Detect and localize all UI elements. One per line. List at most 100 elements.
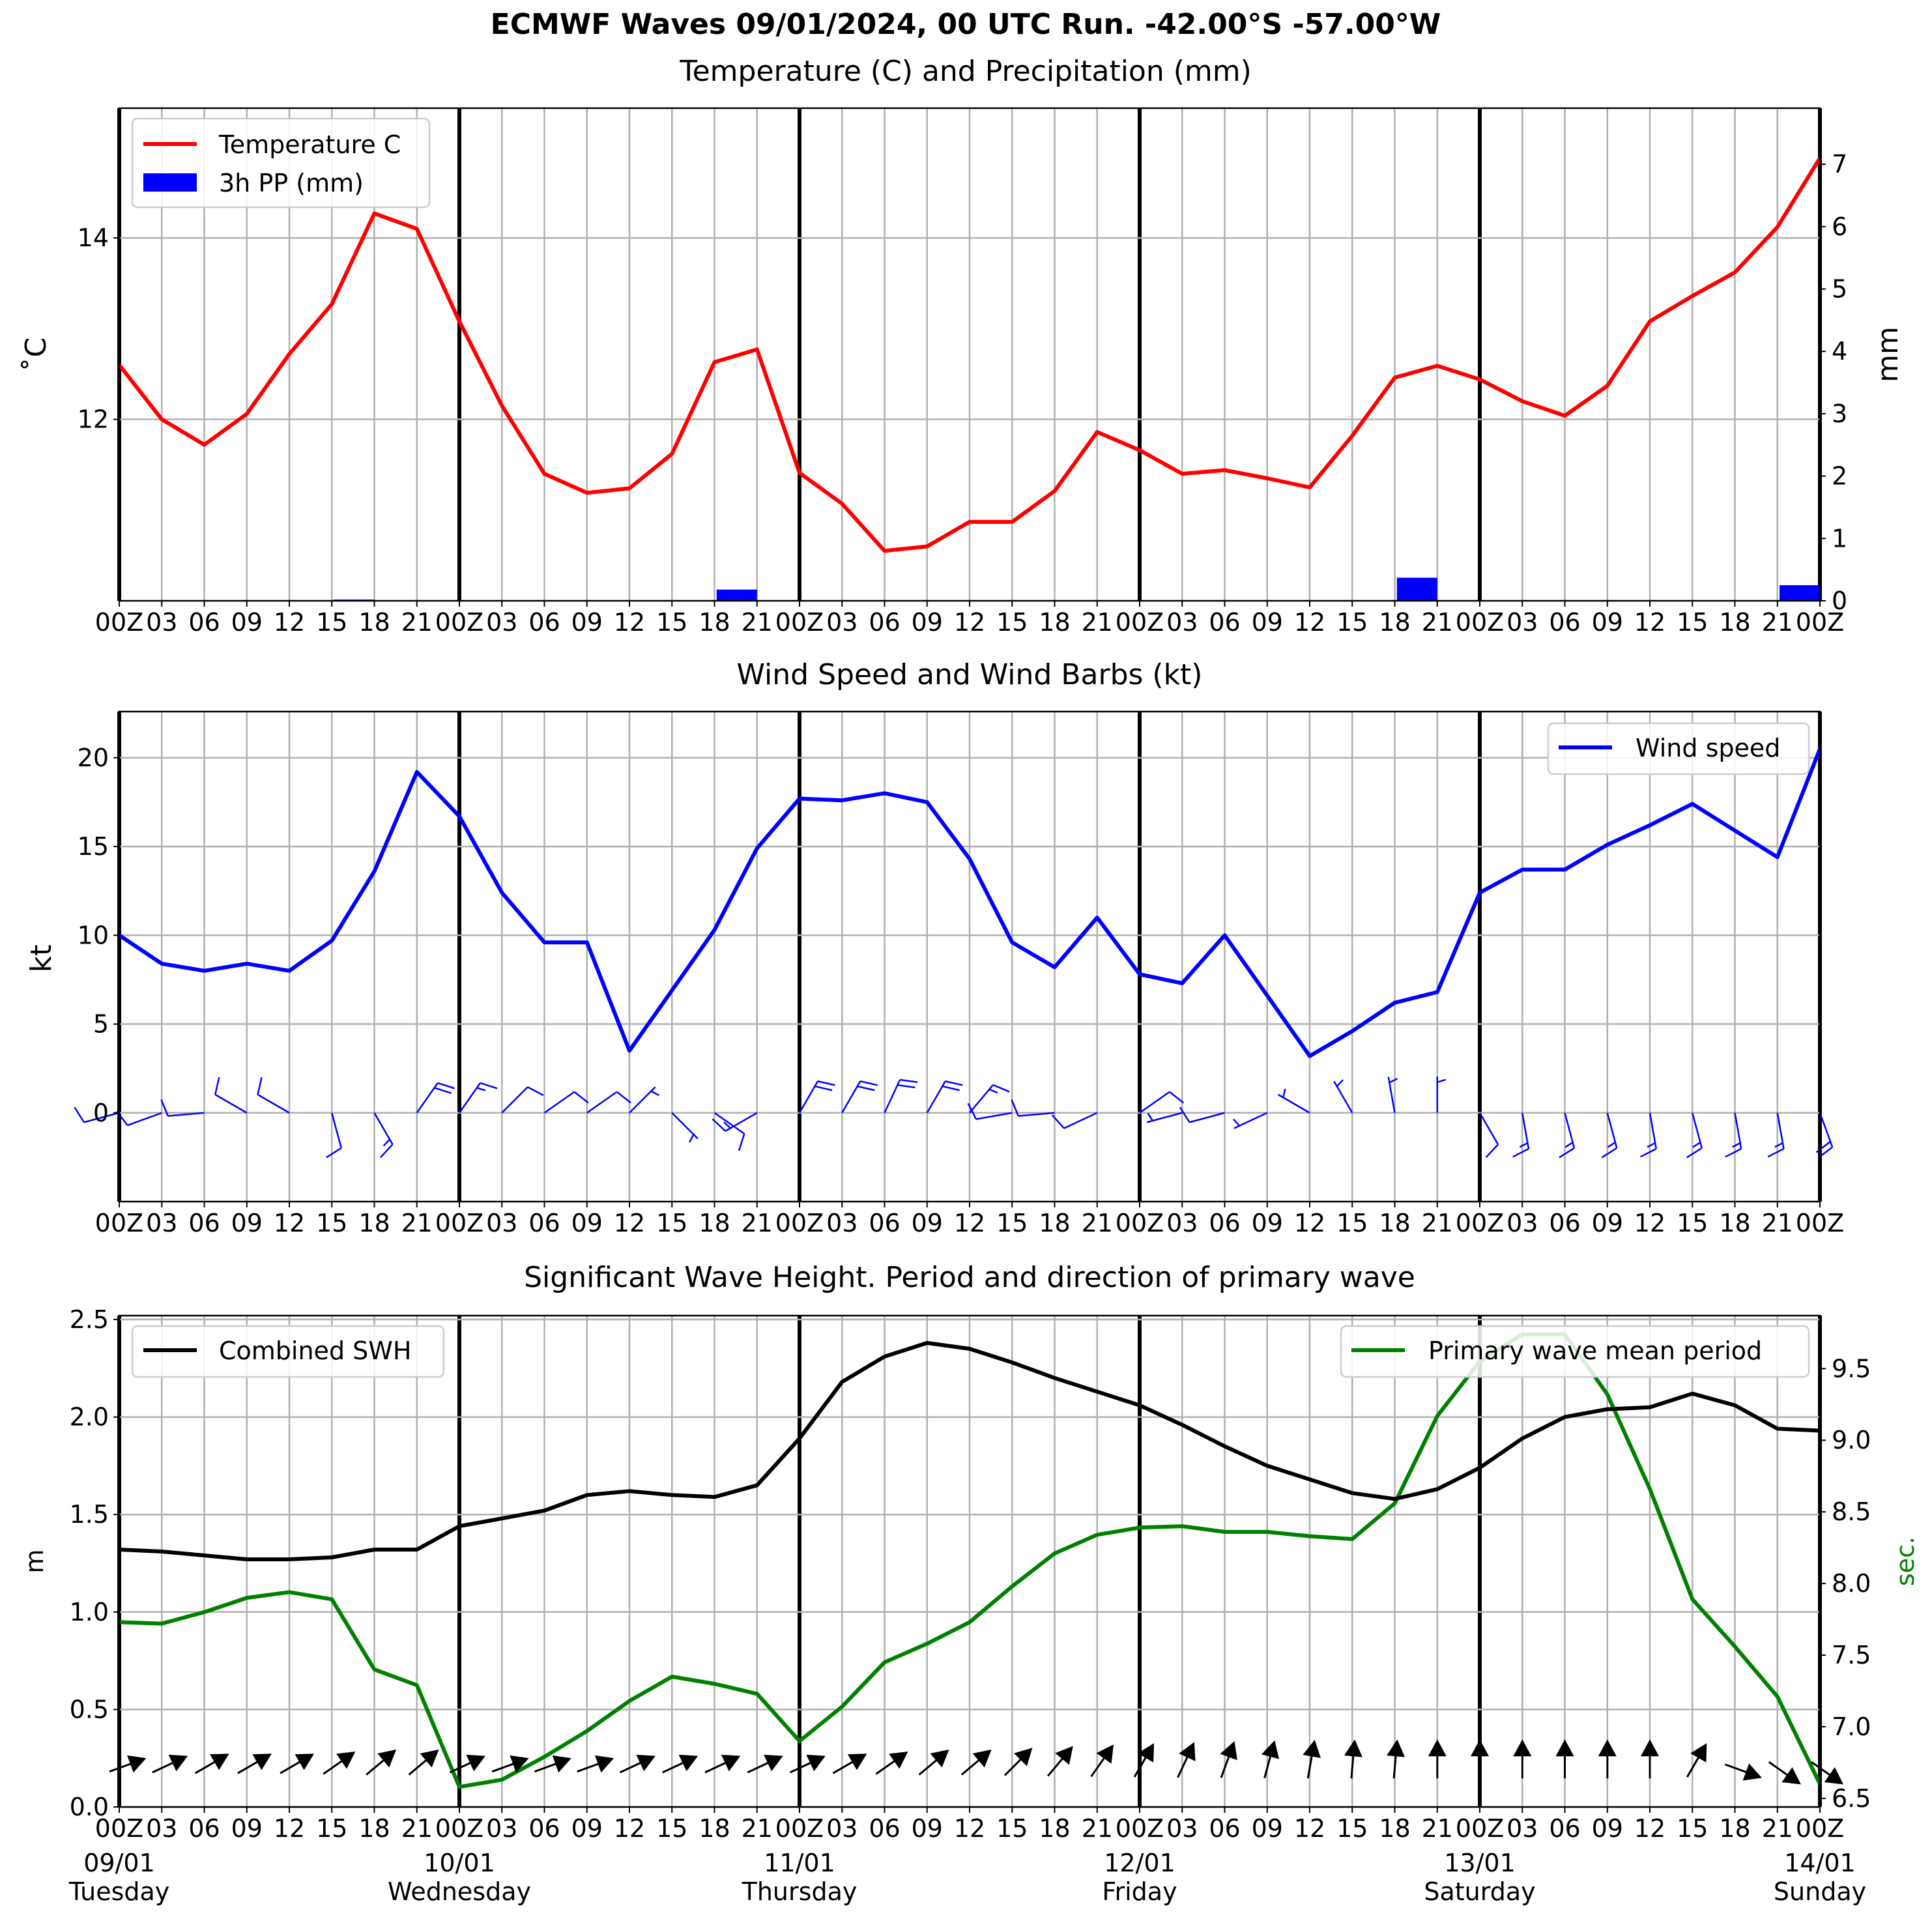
y-tick-label: 0.5 <box>70 1695 109 1724</box>
wind-barb <box>969 1084 1010 1114</box>
wave-arrow-head <box>552 1755 571 1773</box>
wind-barb <box>1387 1076 1398 1113</box>
wave-arrow <box>1090 1744 1114 1778</box>
x-tick-label: 09 <box>571 1209 603 1237</box>
x-tick-label: 12 <box>1294 1209 1325 1237</box>
x-tick-label: 00Z <box>1116 608 1164 637</box>
barb-half <box>1564 1142 1574 1148</box>
x-tick-label: 06 <box>528 1209 560 1237</box>
barb-staff <box>416 1082 439 1114</box>
barb-flag <box>1051 1114 1065 1129</box>
x-tick-label: 09 <box>1252 1209 1283 1237</box>
wind-barbs <box>74 1076 1834 1159</box>
precip-yticks: 0 1 2 3 4 5 6 7 <box>1820 150 1847 615</box>
x-tick-label: 21 <box>1762 1814 1793 1843</box>
x-tick-label: 00Z <box>435 608 483 637</box>
wind-barb <box>1233 1112 1268 1129</box>
wave-arrow <box>1471 1739 1489 1779</box>
wave-arrow <box>1724 1763 1762 1781</box>
x-tick-label: 21 <box>1422 1209 1453 1237</box>
wave-arrow <box>323 1751 356 1775</box>
barb-staff <box>671 1112 699 1140</box>
wave-arrow-head <box>1598 1739 1617 1757</box>
wave-arrow-head <box>168 1754 188 1772</box>
x-tick-label: 06 <box>869 608 900 637</box>
wind-barb <box>74 1106 120 1123</box>
wave-arrow <box>1261 1740 1279 1779</box>
wave-arrow <box>960 1749 992 1776</box>
x-tick-label: 00Z <box>1796 608 1844 637</box>
wind-barb <box>1051 1112 1098 1129</box>
wave-arrow-shaft <box>619 1761 642 1774</box>
barb-flag <box>1179 1106 1190 1123</box>
period-yticks: 6.5 7.0 7.5 8.0 8.5 9.0 9.5 <box>1820 1354 1871 1813</box>
swh-legend-box <box>131 1325 445 1378</box>
wind-barb <box>1436 1076 1447 1113</box>
wave-arrow <box>1177 1742 1196 1778</box>
wave-arrow-head <box>636 1754 656 1772</box>
wave-arrow <box>1133 1743 1154 1778</box>
x-tick-label: 12 <box>614 1209 645 1237</box>
barb-staff <box>127 1112 162 1127</box>
y-tick-label-right: 8.5 <box>1832 1497 1871 1526</box>
x-tick-label: 03 <box>146 1209 177 1237</box>
x-tick-label: 21 <box>1082 1814 1113 1843</box>
wave-arrow-head <box>721 1754 741 1772</box>
x-tick-label: 15 <box>656 1209 687 1237</box>
wave-arrow <box>1387 1739 1406 1779</box>
day-weekday-label: Tuesday <box>68 1877 170 1906</box>
wind-barb <box>1601 1112 1618 1159</box>
wave-arrow <box>1003 1748 1033 1776</box>
barb-flag <box>573 1091 589 1104</box>
wind-barb <box>712 1112 758 1132</box>
wave-arrow-head <box>1055 1746 1073 1765</box>
wave-arrow-head <box>1513 1739 1532 1757</box>
y-tick-label: 12 <box>78 405 109 434</box>
x-tick-label: 09 <box>912 1814 943 1843</box>
period-ylabel: sec. <box>1891 1537 1920 1586</box>
wave-arrow-shaft <box>577 1762 600 1773</box>
wave-arrow <box>1598 1739 1617 1779</box>
barb-half <box>1389 1078 1398 1084</box>
y-tick-label: 1.5 <box>70 1500 109 1529</box>
wind-barb <box>373 1112 394 1159</box>
wave-arrow <box>1641 1739 1659 1779</box>
temp-legend-box <box>131 117 431 209</box>
x-tick-label: 09 <box>912 608 943 637</box>
wind-barb <box>1767 1112 1785 1158</box>
temp-xticks: 00Z 03 06 09 12 15 18 21 00Z 03 06 09 12 15 18 21 00Z 03 0… <box>95 601 1844 637</box>
period-legend: Primary wave mean period <box>1340 1325 1810 1378</box>
wave-arrow-shaft <box>1177 1755 1189 1778</box>
x-tick-label: 12 <box>954 1814 985 1843</box>
wave-arrow-shaft <box>832 1760 854 1774</box>
x-tick-label: 12 <box>1634 1814 1665 1843</box>
barb-half <box>1647 1142 1656 1148</box>
barb-flag <box>967 1103 977 1120</box>
wave-arrow-shaft <box>747 1761 770 1774</box>
barb-half <box>382 1138 390 1147</box>
wave-panel: Significant Wave Height. Period and dire… <box>20 1261 1920 1906</box>
wave-arrow <box>491 1755 529 1773</box>
temperature-line <box>117 157 1822 553</box>
x-tick-label: 21 <box>401 1814 433 1843</box>
x-tick-label: 12 <box>1634 608 1665 637</box>
wave-arrow <box>832 1754 867 1774</box>
temp-ylabel: ˚C <box>20 338 53 372</box>
wind-legend-box <box>1547 722 1810 775</box>
x-tick-label: 00Z <box>1796 1814 1844 1843</box>
barb-half <box>1336 1079 1344 1087</box>
y-tick-label-right: 8.0 <box>1832 1569 1871 1598</box>
barb-staff <box>1649 1112 1657 1149</box>
barb-staff <box>798 1080 819 1114</box>
x-tick-label: 15 <box>996 1814 1028 1843</box>
x-tick-label: 06 <box>188 608 220 637</box>
wind-barb <box>884 1078 918 1114</box>
x-tick-label: 06 <box>1549 1814 1580 1843</box>
wind-speed-line <box>118 748 1822 1058</box>
wave-arrow <box>789 1754 826 1774</box>
wave-arrow-head <box>1428 1739 1447 1757</box>
wave-arrow <box>619 1754 656 1774</box>
wave-arrow <box>1344 1739 1362 1779</box>
x-tick-label: 18 <box>1379 1209 1410 1237</box>
